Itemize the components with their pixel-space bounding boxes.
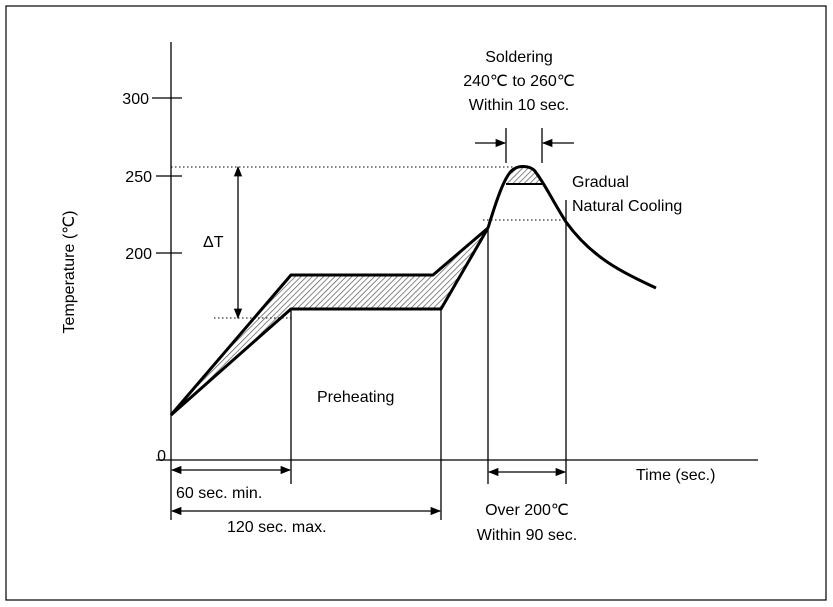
y-tick-label-0: 0 xyxy=(157,448,166,465)
preheat-max-label: 120 sec. max. xyxy=(227,519,327,536)
preheating-label: Preheating xyxy=(317,389,394,406)
cooling-line-2: Natural Cooling xyxy=(572,198,682,215)
soldering-title: Soldering xyxy=(485,49,553,66)
soldering-range: 240℃ to 260℃ xyxy=(463,73,575,90)
lower-profile-line xyxy=(170,227,490,417)
outer-frame xyxy=(5,5,827,601)
y-tick-label-200: 200 xyxy=(125,246,152,263)
soldering-duration: Within 10 sec. xyxy=(469,97,569,114)
y-tick-label-250: 250 xyxy=(125,169,152,186)
preheat-min-label: 60 sec. min. xyxy=(176,485,262,502)
over-200-line-1: Over 200℃ xyxy=(485,502,569,519)
upper-profile-line xyxy=(169,226,489,416)
y-tick-label-300: 300 xyxy=(122,91,149,108)
cooling-line-1: Gradual xyxy=(572,174,629,191)
over-200-line-2: Within 90 sec. xyxy=(477,527,577,544)
delta-t-label: ΔT xyxy=(203,234,224,251)
x-axis-label: Time (sec.) xyxy=(636,467,715,484)
y-axis-label: Temperature (℃) xyxy=(61,211,78,334)
peak-and-cooling-line xyxy=(486,165,657,290)
